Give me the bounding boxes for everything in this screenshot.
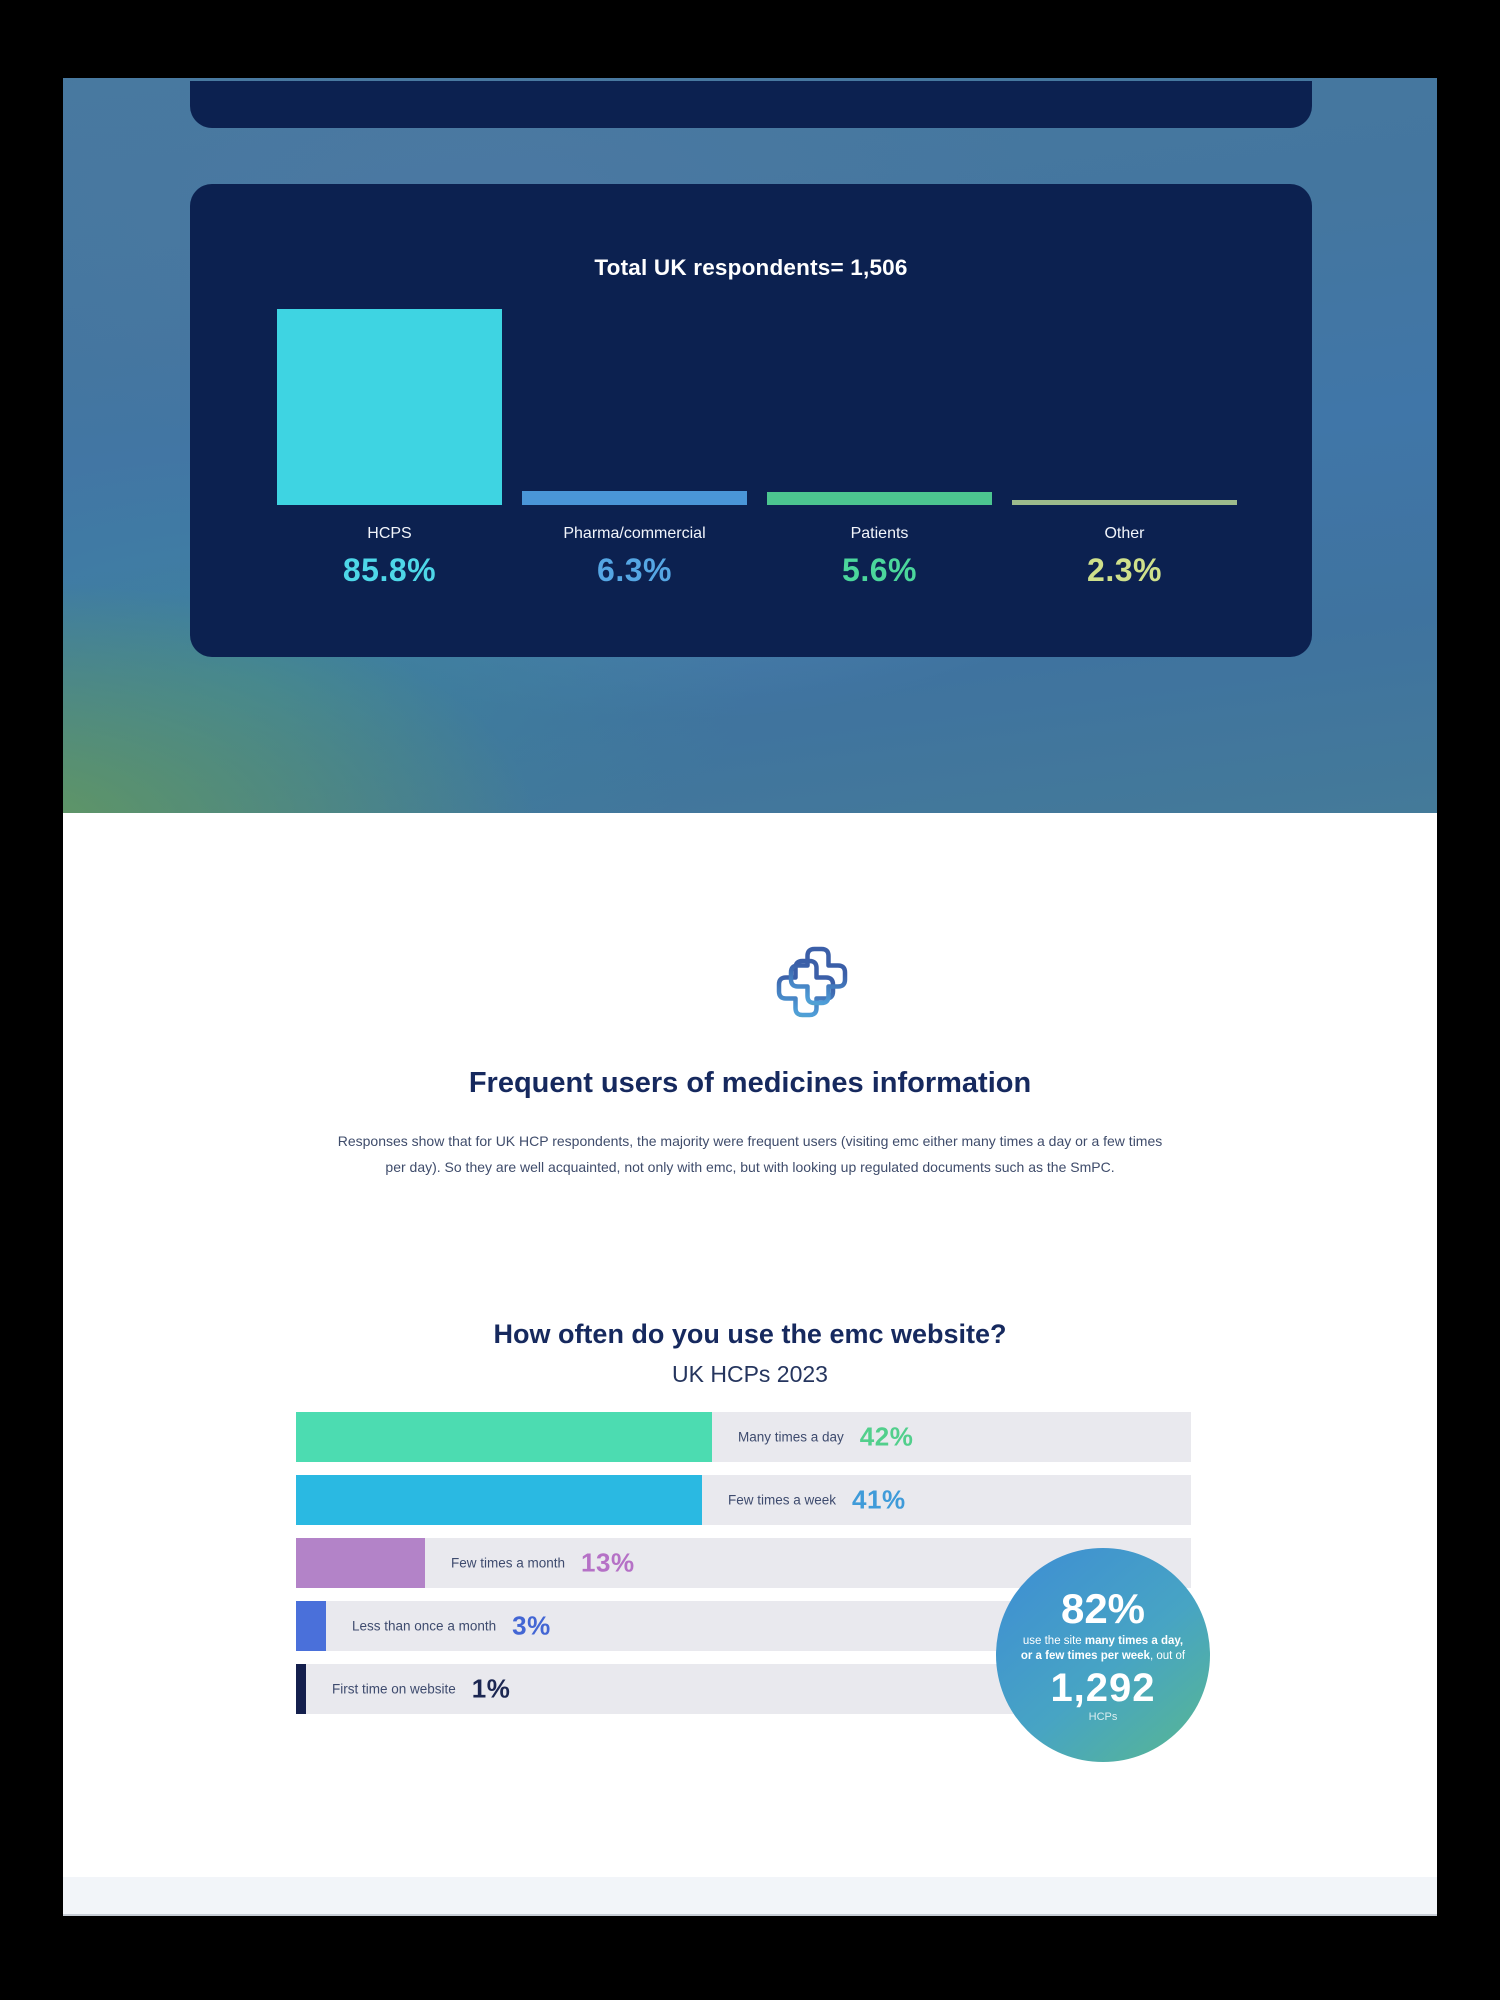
bar-hcps	[277, 309, 502, 505]
respondents-chart-labels: HCPS 85.8% Pharma/commercial 6.3% Patien…	[277, 524, 1237, 589]
category-value: 6.3%	[597, 552, 672, 588]
respondents-card: Total UK respondents= 1,506 HCPS 85.8% P…	[190, 184, 1312, 657]
bar-fill	[296, 1412, 712, 1462]
bar-column	[767, 492, 992, 505]
bar-label: Less than once a month	[352, 1618, 497, 1634]
bar-column	[522, 491, 747, 505]
summary-badge: 82% use the site many times a day, or a …	[996, 1548, 1210, 1762]
category-value: 2.3%	[1087, 552, 1162, 588]
bar-row-few-times-a-week: Few times a week 41%	[296, 1475, 1191, 1525]
badge-text-regular: , out of	[1149, 1649, 1186, 1662]
respondents-chart-title: Total UK respondents= 1,506	[594, 255, 908, 280]
bar-annotation: Many times a day 42%	[738, 1422, 913, 1453]
bar-fill	[296, 1664, 306, 1714]
respondents-bar-chart	[277, 184, 1237, 505]
category-label: Patients	[850, 525, 909, 542]
category-value: 5.6%	[842, 552, 917, 588]
badge-unit: HCPs	[1088, 1710, 1118, 1723]
section-heading: Frequent users of medicines information	[468, 1067, 1032, 1100]
category-label: Other	[1104, 525, 1145, 542]
bar-annotation: Few times a month 13%	[451, 1548, 635, 1579]
category-cell: Patients 5.6%	[767, 524, 992, 589]
bar-fill	[296, 1475, 702, 1525]
bar-patients	[767, 492, 992, 505]
bar-pharma-commercial	[522, 491, 747, 505]
category-label: HCPS	[367, 525, 412, 542]
category-cell: Pharma/commercial 6.3%	[522, 524, 747, 589]
badge-description: use the site many times a day, or a few …	[1018, 1634, 1188, 1664]
bar-value: 41%	[852, 1484, 906, 1515]
badge-text-regular: use the site	[1022, 1634, 1085, 1647]
badge-count: 1,292	[1050, 1665, 1156, 1710]
previous-card-bottom	[190, 81, 1312, 128]
category-label: Pharma/commercial	[563, 525, 706, 542]
bar-column	[1012, 500, 1237, 505]
category-value: 85.8%	[342, 552, 437, 588]
hero-section: Total UK respondents= 1,506 HCPS 85.8% P…	[63, 78, 1437, 813]
bar-label: Few times a week	[728, 1492, 837, 1508]
bar-label: Few times a month	[451, 1555, 566, 1571]
bar-annotation: First time on website 1%	[332, 1674, 510, 1705]
usage-chart-subtitle: UK HCPs 2023	[672, 1361, 828, 1387]
usage-chart-title: How often do you use the emc website?	[493, 1319, 1007, 1350]
bar-label: Many times a day	[738, 1429, 844, 1445]
bar-annotation: Less than once a month 3%	[352, 1611, 551, 1642]
section-paragraph: Responses show that for UK HCP responden…	[337, 1133, 1163, 1175]
badge-percentage: 82%	[1060, 1584, 1146, 1632]
badge-text-bold: many times a day, or a few times per wee…	[1020, 1634, 1184, 1662]
bar-fill	[296, 1538, 425, 1588]
bar-column	[277, 309, 502, 505]
bar-other	[1012, 500, 1237, 505]
footer-strip	[63, 1877, 1437, 1916]
bar-value: 3%	[512, 1610, 551, 1641]
category-cell: Other 2.3%	[1012, 524, 1237, 589]
bar-value: 13%	[581, 1547, 635, 1578]
bar-annotation: Few times a week 41%	[728, 1485, 906, 1516]
bar-row-many-times-a-day: Many times a day 42%	[296, 1412, 1191, 1462]
category-cell: HCPS 85.8%	[277, 524, 502, 589]
bar-fill	[296, 1601, 326, 1651]
bar-value: 1%	[471, 1673, 511, 1704]
report-page: Total UK respondents= 1,506 HCPS 85.8% P…	[63, 78, 1437, 1916]
bar-label: First time on website	[332, 1681, 456, 1697]
bar-value: 42%	[859, 1421, 914, 1452]
emc-cross-logo-icon	[776, 946, 848, 1018]
